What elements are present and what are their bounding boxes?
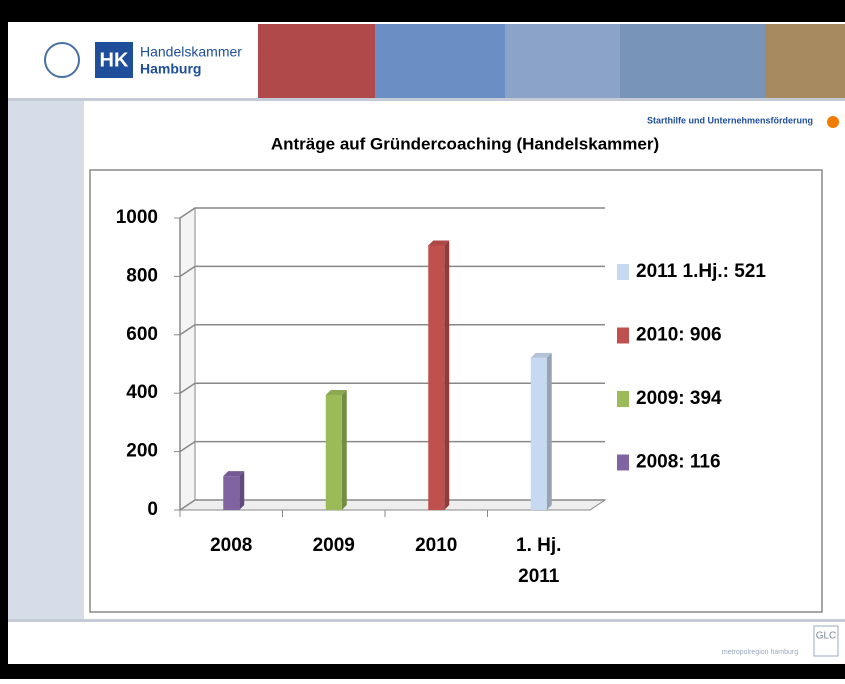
legend-label: 2011 1.Hj.: 521 xyxy=(636,261,766,282)
logo-box xyxy=(95,42,133,78)
chart-title: Anträge auf Gründercoaching (Handelskamm… xyxy=(271,134,659,153)
grid-line xyxy=(179,440,605,453)
bar-top xyxy=(325,389,347,395)
bar xyxy=(325,394,342,510)
grid-line xyxy=(179,265,605,278)
legend-swatch xyxy=(617,391,629,407)
header-rule xyxy=(8,98,845,101)
x-tick-label: 2009 xyxy=(313,535,355,556)
x-tick-label: 2008 xyxy=(210,535,252,556)
dot xyxy=(827,116,839,128)
y-tick-label: 1000 xyxy=(116,207,158,228)
bar-side xyxy=(546,352,552,510)
back-wall xyxy=(179,207,196,511)
logo-short: HK xyxy=(100,49,129,71)
legend-label: 2008: 116 xyxy=(636,452,721,473)
top-bar xyxy=(0,0,845,22)
crest xyxy=(44,42,80,78)
y-tick-label: 800 xyxy=(126,265,158,286)
chart-frame xyxy=(89,169,823,613)
bar-side xyxy=(239,471,245,510)
y-tick-label: 0 xyxy=(147,499,158,520)
legend-swatch xyxy=(617,264,629,280)
photo xyxy=(505,24,620,98)
logo-line: Hamburg xyxy=(140,61,201,77)
x-tick-label: 2010 xyxy=(415,535,457,556)
bar xyxy=(223,476,240,510)
footer-badge: GLC xyxy=(816,631,837,642)
legend-swatch xyxy=(617,327,629,344)
photo xyxy=(258,24,375,98)
bar-top xyxy=(223,471,245,477)
grid-line xyxy=(179,499,605,511)
bar-side xyxy=(444,240,450,510)
photo xyxy=(375,24,505,98)
photo xyxy=(620,24,765,98)
grid-line xyxy=(179,207,605,219)
section-label: Starthilfe und Unternehmensförderung xyxy=(647,115,813,125)
y-tick-label: 600 xyxy=(126,324,158,345)
badge-box xyxy=(813,625,839,657)
bar xyxy=(428,245,445,510)
y-tick-label: 200 xyxy=(126,441,158,462)
footer-region: metropolregion hamburg xyxy=(722,649,798,656)
x-tick-label: 1. Hj. 2011 xyxy=(516,535,561,587)
grid-line xyxy=(179,382,605,394)
side-panel xyxy=(8,100,84,620)
bottom-bar xyxy=(0,664,845,679)
logo-line: Handelskammer xyxy=(140,44,242,60)
bar-top xyxy=(530,352,552,358)
footer-rule xyxy=(8,619,845,622)
legend-swatch xyxy=(617,454,629,471)
photo xyxy=(765,24,845,98)
legend-label: 2009: 394 xyxy=(636,388,722,409)
left-edge xyxy=(0,22,8,664)
y-tick-label: 400 xyxy=(126,382,158,403)
bar-side xyxy=(341,389,347,510)
bar-top xyxy=(428,240,450,246)
legend-label: 2010: 906 xyxy=(636,325,722,346)
grid-line xyxy=(179,324,605,336)
bar xyxy=(530,357,547,510)
